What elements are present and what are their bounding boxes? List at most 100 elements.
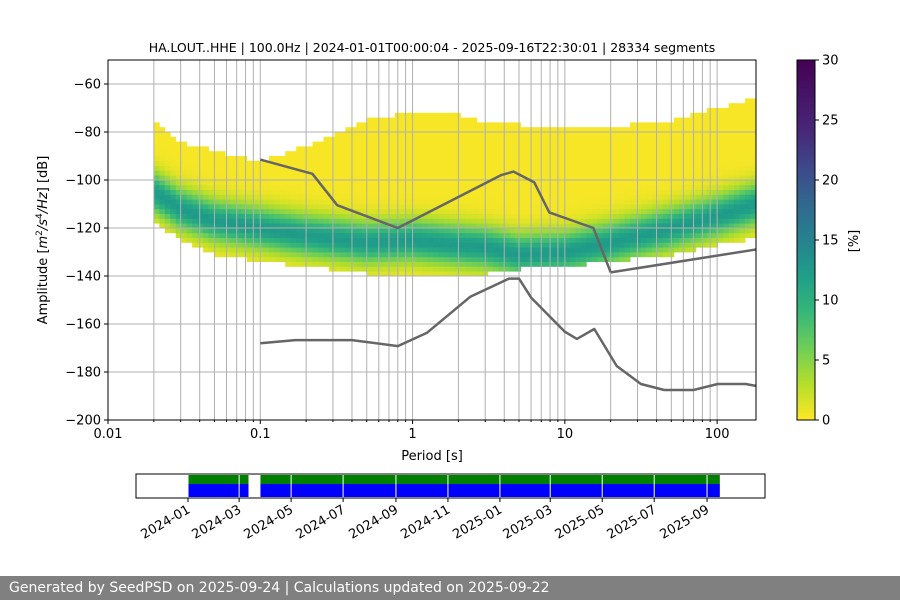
heatmap-cell: [591, 208, 598, 214]
heatmap-cell: [624, 160, 631, 166]
heatmap-cell: [318, 223, 324, 229]
heatmap-cell: [433, 184, 439, 190]
heatmap-cell: [460, 204, 467, 210]
heatmap-cell: [695, 180, 702, 186]
heatmap-cell: [323, 252, 330, 258]
heatmap-cell: [547, 180, 554, 186]
heatmap-cell: [569, 194, 576, 200]
heatmap-cell: [323, 175, 330, 181]
heatmap-cell: [181, 199, 188, 205]
heatmap-cell: [641, 122, 647, 128]
heatmap-cell: [504, 232, 511, 238]
heatmap-cell: [438, 242, 445, 248]
heatmap-cell: [745, 151, 751, 157]
heatmap-cell: [498, 151, 505, 157]
heatmap-cell: [438, 160, 445, 166]
heatmap-cell: [498, 204, 505, 210]
heatmap-cell: [728, 112, 735, 118]
heatmap-cell: [170, 194, 177, 200]
heatmap-cell: [454, 252, 461, 258]
heatmap-cell: [449, 136, 456, 142]
heatmap-cell: [558, 232, 565, 238]
heatmap-cell: [662, 218, 669, 224]
heatmap-cell: [624, 132, 631, 138]
heatmap-cell: [498, 122, 505, 128]
heatmap-cell: [684, 247, 691, 253]
heatmap-cell: [526, 223, 532, 229]
heatmap-cell: [712, 132, 719, 138]
heatmap-cell: [613, 160, 620, 166]
heatmap-cell: [476, 194, 483, 200]
heatmap-cell: [547, 141, 554, 147]
heatmap-cell: [531, 232, 538, 238]
heatmap-cell: [509, 156, 516, 162]
heatmap-cell: [515, 232, 522, 238]
heatmap-cell: [383, 175, 390, 181]
heatmap-cell: [203, 218, 209, 224]
heatmap-cell: [515, 184, 522, 190]
heatmap-cell: [153, 136, 160, 142]
heatmap-cell: [641, 146, 647, 152]
heatmap-cell: [575, 160, 582, 166]
heatmap-cell: [619, 184, 626, 190]
heatmap-cell: [164, 170, 171, 176]
heatmap-cell: [591, 242, 598, 248]
heatmap-cell: [443, 141, 450, 147]
heatmap-cell: [476, 122, 483, 128]
heatmap-cell: [274, 213, 281, 219]
heatmap-cell: [274, 242, 281, 248]
heatmap-cell: [312, 165, 319, 171]
heatmap-cell: [728, 194, 735, 200]
heatmap-cell: [334, 199, 341, 205]
heatmap-cell: [345, 199, 352, 205]
heatmap-cell: [192, 194, 199, 200]
heatmap-cell: [225, 175, 231, 181]
heatmap-cell: [745, 141, 751, 147]
heatmap-cell: [712, 184, 719, 190]
heatmap-cell: [323, 170, 330, 176]
heatmap-cell: [356, 237, 363, 243]
heatmap-cell: [657, 122, 664, 128]
heatmap-cell: [290, 189, 297, 195]
heatmap-cell: [537, 151, 543, 157]
heatmap-cell: [520, 141, 527, 147]
heatmap-cell: [487, 194, 494, 200]
heatmap-cell: [619, 237, 626, 243]
heatmap-cell: [723, 175, 730, 181]
heatmap-cell: [274, 165, 281, 171]
heatmap-cell: [476, 160, 483, 166]
heatmap-cell: [443, 204, 450, 210]
heatmap-cell: [350, 151, 357, 157]
heatmap-cell: [214, 237, 220, 243]
heatmap-cell: [219, 237, 226, 243]
heatmap-cell: [449, 271, 456, 277]
heatmap-cell: [630, 170, 636, 176]
heatmap-cell: [252, 160, 259, 166]
heatmap-cell: [613, 132, 620, 138]
heatmap-cell: [422, 189, 428, 195]
timeline-coverage-bar: [260, 475, 720, 484]
heatmap-cell: [531, 160, 538, 166]
heatmap-cell: [750, 175, 756, 181]
footer-caption: Generated by SeedPSD on 2025-09-24 | Cal…: [0, 576, 900, 600]
heatmap-cell: [427, 156, 434, 162]
heatmap-cell: [427, 132, 434, 138]
heatmap-cell: [564, 252, 571, 258]
heatmap-cell: [443, 122, 450, 128]
heatmap-cell: [367, 242, 374, 248]
heatmap-cell: [487, 136, 494, 142]
heatmap-cell: [745, 189, 751, 195]
heatmap-cell: [422, 237, 428, 243]
heatmap-cell: [460, 199, 467, 205]
heatmap-cell: [739, 218, 746, 224]
heatmap-cell: [712, 204, 719, 210]
heatmap-cell: [553, 208, 560, 214]
heatmap-cell: [684, 160, 691, 166]
heatmap-cell: [230, 213, 237, 219]
heatmap-cell: [712, 136, 719, 142]
heatmap-cell: [345, 136, 352, 142]
heatmap-cell: [339, 141, 346, 147]
heatmap-cell: [214, 175, 220, 181]
heatmap-cell: [712, 228, 719, 234]
heatmap-cell: [602, 189, 609, 195]
